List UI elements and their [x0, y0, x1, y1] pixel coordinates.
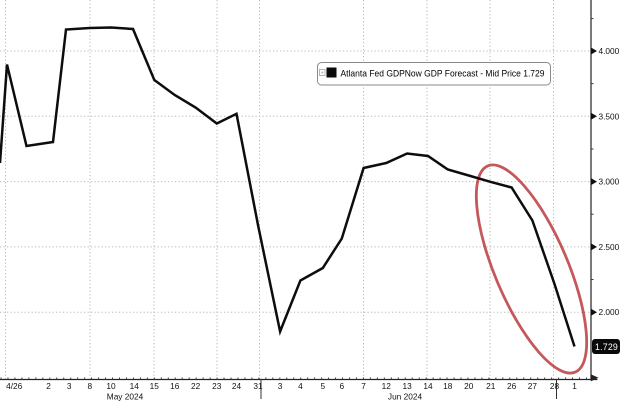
svg-text:8: 8 — [87, 381, 92, 391]
svg-text:3.500: 3.500 — [599, 111, 620, 121]
svg-text:2: 2 — [46, 381, 51, 391]
svg-text:3.000: 3.000 — [599, 177, 620, 187]
svg-text:3: 3 — [67, 381, 72, 391]
svg-text:1: 1 — [572, 381, 577, 391]
svg-text:12: 12 — [382, 381, 392, 391]
svg-text:26: 26 — [507, 381, 517, 391]
svg-text:7: 7 — [361, 381, 366, 391]
svg-text:10: 10 — [106, 381, 116, 391]
svg-text:Atlanta Fed GDPNow GDP Forecas: Atlanta Fed GDPNow GDP Forecast - Mid Pr… — [341, 69, 545, 80]
svg-text:27: 27 — [528, 381, 538, 391]
svg-text:May 2024: May 2024 — [107, 391, 144, 401]
svg-text:23: 23 — [212, 381, 222, 391]
svg-text:16: 16 — [170, 381, 180, 391]
svg-text:31: 31 — [253, 381, 263, 391]
svg-text:6: 6 — [339, 381, 344, 391]
svg-text:2.500: 2.500 — [599, 242, 620, 252]
svg-text:Jun 2024: Jun 2024 — [388, 391, 423, 401]
svg-text:4/26: 4/26 — [6, 381, 23, 391]
svg-text:14: 14 — [130, 381, 140, 391]
svg-text:14: 14 — [423, 381, 433, 391]
svg-text:20: 20 — [464, 381, 474, 391]
svg-text:24: 24 — [232, 381, 242, 391]
svg-text:28: 28 — [550, 381, 560, 391]
svg-text:4.000: 4.000 — [599, 46, 620, 56]
svg-text:1.729: 1.729 — [595, 342, 618, 352]
svg-text:5: 5 — [320, 381, 325, 391]
svg-text:18: 18 — [443, 381, 453, 391]
svg-text:22: 22 — [191, 381, 201, 391]
svg-text:13: 13 — [402, 381, 412, 391]
svg-text:3: 3 — [278, 381, 283, 391]
svg-text:4: 4 — [298, 381, 303, 391]
svg-text:21: 21 — [486, 381, 496, 391]
svg-text:15: 15 — [150, 381, 160, 391]
svg-text:2.000: 2.000 — [599, 307, 620, 317]
